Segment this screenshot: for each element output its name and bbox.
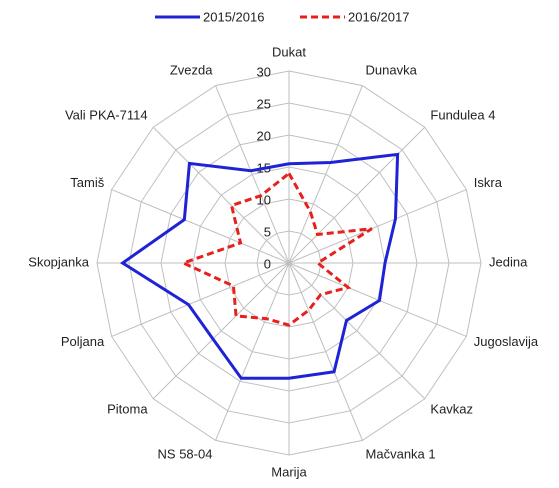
category-label: Jedina [489,254,528,269]
category-label: Tamiš [70,175,104,190]
grid-spoke [215,262,290,441]
y-tick-label: 0 [264,256,271,271]
grid-spoke [288,85,363,264]
y-tick-label: 20 [257,128,271,143]
category-label: Kavkaz [430,402,473,417]
grid-spoke [111,189,290,264]
grid-spoke [288,262,467,337]
category-label: Dunavka [366,62,418,77]
grid-spoke [288,262,363,441]
category-label: Mačvanka 1 [366,447,436,462]
category-label: NS 58-04 [158,447,213,462]
grid-spoke [288,262,426,400]
legend-label: 2015/2016 [203,9,264,24]
y-tick-label: 30 [257,64,271,79]
grid-spoke [215,85,290,264]
y-tick-label: 5 [264,224,271,239]
series-line [119,152,400,380]
grid-spoke [111,262,290,337]
category-label: Jugoslavija [474,334,539,349]
legend-label: 2016/2017 [348,9,409,24]
category-label: Zvezda [170,62,213,77]
grid-spoke [152,126,290,264]
grid-spoke [288,189,467,264]
series-line [179,171,373,327]
y-tick-label: 25 [257,96,271,111]
category-label: Poljana [61,334,105,349]
y-tick-label: 10 [257,192,271,207]
category-label: Vali PKA-7114 [65,107,148,122]
category-label: Dukat [272,44,306,59]
category-label: Pitoma [107,402,148,417]
grid-spoke [288,126,426,264]
grid-spoke [152,262,290,400]
category-label: Fundulea 4 [430,107,495,122]
category-label: Skopjanka [28,254,89,269]
category-label: Marija [271,464,307,479]
category-label: Iskra [474,175,503,190]
